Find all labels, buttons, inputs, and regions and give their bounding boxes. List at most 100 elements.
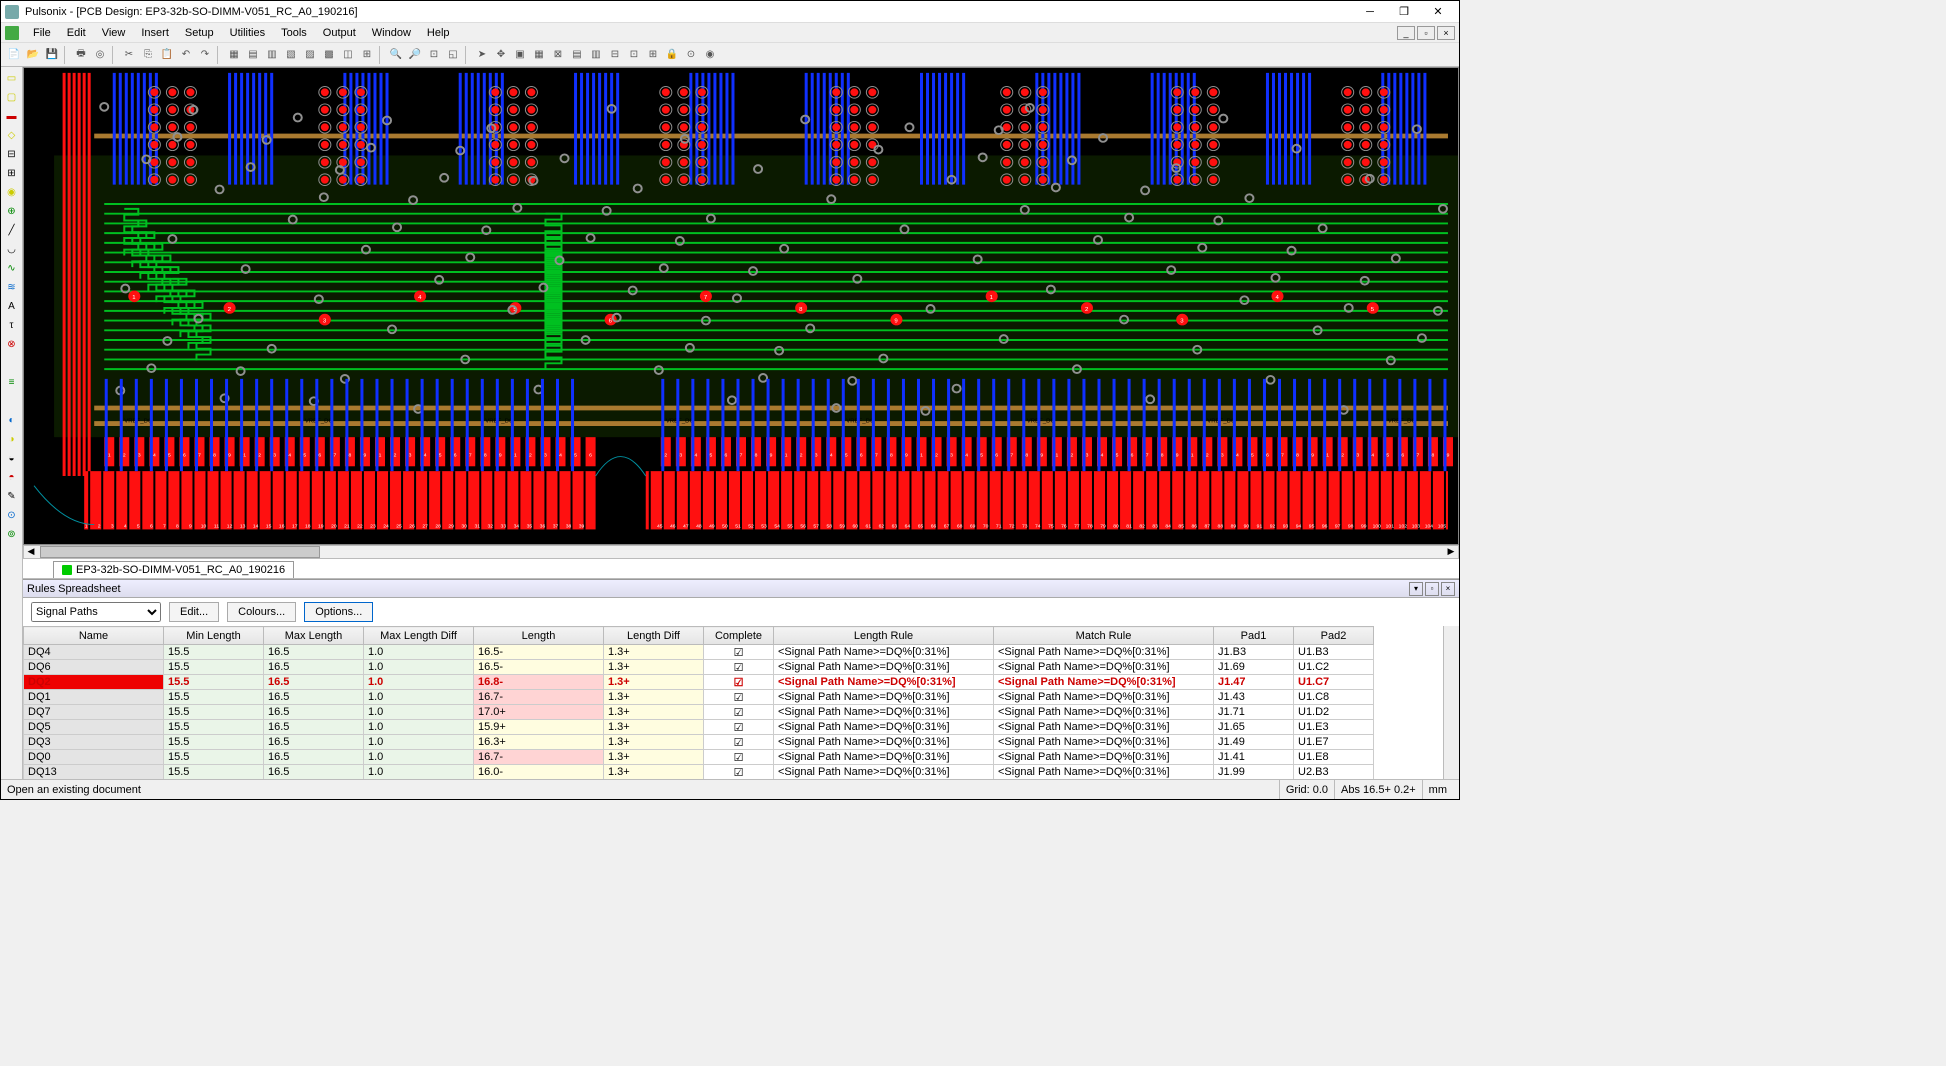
- minimize-button[interactable]: ─: [1353, 1, 1387, 23]
- grid-vscrollbar[interactable]: [1443, 626, 1459, 779]
- t1-button[interactable]: ▣: [511, 46, 529, 64]
- col-header[interactable]: Max Length Diff: [364, 627, 474, 645]
- print-button[interactable]: 🖶: [72, 46, 90, 64]
- table-row[interactable]: DQ215.516.51.016.8-1.3+☑<Signal Path Nam…: [24, 675, 1374, 690]
- t4-button[interactable]: ▤: [568, 46, 586, 64]
- panel-pin-button[interactable]: ▾: [1409, 582, 1423, 596]
- new-button[interactable]: 📄: [5, 46, 23, 64]
- undo-button[interactable]: ↶: [177, 46, 195, 64]
- layer7-button[interactable]: ◫: [339, 46, 357, 64]
- layer2-button[interactable]: ▤: [244, 46, 262, 64]
- vtool-c2[interactable]: ◑: [3, 430, 21, 448]
- zoom-sel-button[interactable]: ◱: [444, 46, 462, 64]
- vtool-via[interactable]: ⊕: [3, 202, 21, 220]
- vtool-pad[interactable]: ◉: [3, 183, 21, 201]
- col-header[interactable]: Name: [24, 627, 164, 645]
- table-row[interactable]: DQ415.516.51.016.5-1.3+☑<Signal Path Nam…: [24, 645, 1374, 660]
- maximize-button[interactable]: ❐: [1387, 1, 1421, 23]
- vtool-net[interactable]: ∿: [3, 259, 21, 277]
- col-header[interactable]: Pad2: [1294, 627, 1374, 645]
- col-header[interactable]: Min Length: [164, 627, 264, 645]
- vtool-rect[interactable]: ▢: [3, 88, 21, 106]
- move-button[interactable]: ✥: [492, 46, 510, 64]
- t5-button[interactable]: ▥: [587, 46, 605, 64]
- col-header[interactable]: Match Rule: [994, 627, 1214, 645]
- vtool-line[interactable]: ▬: [3, 107, 21, 125]
- zoom-in-button[interactable]: 🔍: [387, 46, 405, 64]
- vtool-c5[interactable]: ✎: [3, 487, 21, 505]
- table-row[interactable]: DQ315.516.51.016.3+1.3+☑<Signal Path Nam…: [24, 735, 1374, 750]
- vtool-tp[interactable]: τ: [3, 316, 21, 334]
- t8-button[interactable]: ⊞: [644, 46, 662, 64]
- vtool-copy[interactable]: ⊟: [3, 145, 21, 163]
- menu-setup[interactable]: Setup: [177, 25, 222, 41]
- rules-type-select[interactable]: Signal Paths: [31, 602, 161, 622]
- menu-tools[interactable]: Tools: [273, 25, 315, 41]
- menu-help[interactable]: Help: [419, 25, 458, 41]
- t11-button[interactable]: ◉: [701, 46, 719, 64]
- col-header[interactable]: Length: [474, 627, 604, 645]
- vtool-c7[interactable]: ⊚: [3, 525, 21, 543]
- rules-colours-button[interactable]: Colours...: [227, 602, 296, 622]
- mdi-restore-button[interactable]: ▫: [1417, 26, 1435, 40]
- vtool-layer[interactable]: ≡: [3, 373, 21, 391]
- redo-button[interactable]: ↷: [196, 46, 214, 64]
- table-row[interactable]: DQ615.516.51.016.5-1.3+☑<Signal Path Nam…: [24, 660, 1374, 675]
- vtool-route[interactable]: ╱: [3, 221, 21, 239]
- vtool-poly[interactable]: ◇: [3, 126, 21, 144]
- table-row[interactable]: DQ015.516.51.016.7-1.3+☑<Signal Path Nam…: [24, 750, 1374, 765]
- pcb-canvas[interactable]: VREF_DQVREF_DQVREF_DQVREF_DQVREF_DQVREF_…: [23, 67, 1459, 545]
- select-button[interactable]: ➤: [473, 46, 491, 64]
- save-button[interactable]: 💾: [43, 46, 61, 64]
- layer5-button[interactable]: ▨: [301, 46, 319, 64]
- menu-utilities[interactable]: Utilities: [222, 25, 273, 41]
- layer6-button[interactable]: ▩: [320, 46, 338, 64]
- layer4-button[interactable]: ▧: [282, 46, 300, 64]
- table-row[interactable]: DQ1315.516.51.016.0-1.3+☑<Signal Path Na…: [24, 765, 1374, 780]
- vtool-c3[interactable]: ◒: [3, 449, 21, 467]
- layer8-button[interactable]: ⊞: [358, 46, 376, 64]
- menu-window[interactable]: Window: [364, 25, 419, 41]
- vtool-text[interactable]: A: [3, 297, 21, 315]
- vtool-c1[interactable]: ◐: [3, 411, 21, 429]
- hscrollbar[interactable]: ◀▶: [23, 545, 1459, 559]
- layer1-button[interactable]: ▦: [225, 46, 243, 64]
- zoom-out-button[interactable]: 🔎: [406, 46, 424, 64]
- panel-close-button[interactable]: ×: [1441, 582, 1455, 596]
- layer3-button[interactable]: ▥: [263, 46, 281, 64]
- mdi-minimize-button[interactable]: _: [1397, 26, 1415, 40]
- rules-options-button[interactable]: Options...: [304, 602, 373, 622]
- col-header[interactable]: Length Rule: [774, 627, 994, 645]
- open-button[interactable]: 📂: [24, 46, 42, 64]
- zoom-fit-button[interactable]: ⊡: [425, 46, 443, 64]
- cut-button[interactable]: ✂: [120, 46, 138, 64]
- menu-view[interactable]: View: [94, 25, 134, 41]
- rules-edit-button[interactable]: Edit...: [169, 602, 219, 622]
- col-header[interactable]: Max Length: [264, 627, 364, 645]
- mdi-close-button[interactable]: ×: [1437, 26, 1455, 40]
- menu-file[interactable]: File: [25, 25, 59, 41]
- vtool-array[interactable]: ⊞: [3, 164, 21, 182]
- vtool-drc[interactable]: ⊗: [3, 335, 21, 353]
- copy-button[interactable]: ⎘: [139, 46, 157, 64]
- vtool-arc[interactable]: ◡: [3, 240, 21, 258]
- col-header[interactable]: Pad1: [1214, 627, 1294, 645]
- preview-button[interactable]: ◎: [91, 46, 109, 64]
- t6-button[interactable]: ⊟: [606, 46, 624, 64]
- menu-output[interactable]: Output: [315, 25, 364, 41]
- t2-button[interactable]: ▦: [530, 46, 548, 64]
- rules-table[interactable]: NameMin LengthMax LengthMax Length DiffL…: [23, 626, 1374, 779]
- vtool-bus[interactable]: ≋: [3, 278, 21, 296]
- col-header[interactable]: Length Diff: [604, 627, 704, 645]
- table-row[interactable]: DQ515.516.51.015.9+1.3+☑<Signal Path Nam…: [24, 720, 1374, 735]
- table-row[interactable]: DQ115.516.51.016.7-1.3+☑<Signal Path Nam…: [24, 690, 1374, 705]
- table-row[interactable]: DQ715.516.51.017.0+1.3+☑<Signal Path Nam…: [24, 705, 1374, 720]
- t3-button[interactable]: ⊠: [549, 46, 567, 64]
- t10-button[interactable]: ⊙: [682, 46, 700, 64]
- paste-button[interactable]: 📋: [158, 46, 176, 64]
- vtool-c6[interactable]: ⊙: [3, 506, 21, 524]
- panel-float-button[interactable]: ▫: [1425, 582, 1439, 596]
- menu-edit[interactable]: Edit: [59, 25, 94, 41]
- menu-insert[interactable]: Insert: [133, 25, 177, 41]
- t7-button[interactable]: ⊡: [625, 46, 643, 64]
